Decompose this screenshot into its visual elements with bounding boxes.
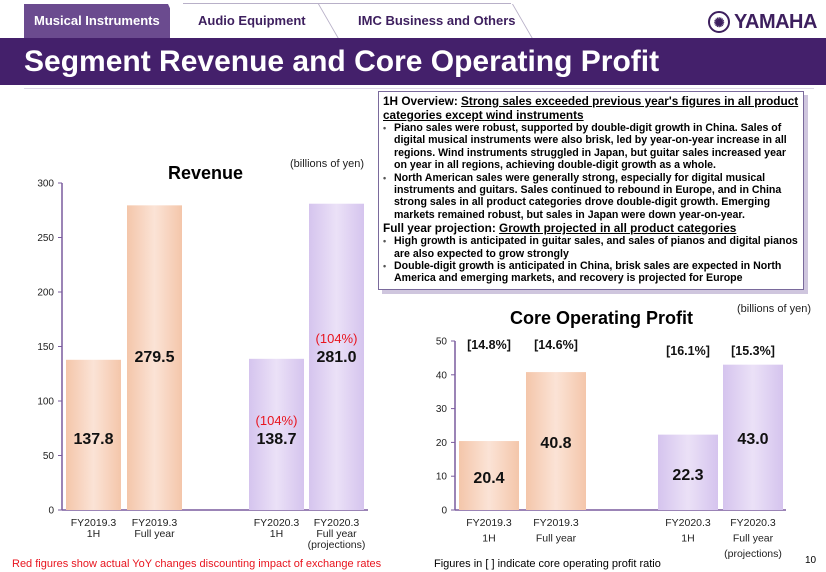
category-label: FY2019.3 <box>71 517 117 529</box>
category-label: FY2020.3 <box>254 517 300 529</box>
bar <box>66 359 121 510</box>
category-label: Full year <box>316 528 357 540</box>
list-item: North American sales were generally stro… <box>383 172 799 222</box>
bar <box>249 358 304 510</box>
category-label: (projections) <box>308 539 366 551</box>
value-label: 281.0 <box>316 349 356 366</box>
revenue-unit-label: (billions of yen) <box>290 158 364 170</box>
list-item: Piano sales were robust, supported by do… <box>383 122 799 172</box>
ratio-label: [15.3%] <box>731 344 775 358</box>
profit-chart-title: Core Operating Profit <box>510 308 694 328</box>
overview-box: 1H Overview: Strong sales exceeded previ… <box>378 91 804 290</box>
category-label: 1H <box>270 528 283 540</box>
list-item: High growth is anticipated in guitar sal… <box>383 235 799 260</box>
y-tick-label: 0 <box>48 506 54 517</box>
overview-1h-bullets: Piano sales were robust, supported by do… <box>383 122 799 221</box>
tab-imc-business[interactable]: IMC Business and Others <box>358 13 516 28</box>
title-bar: Segment Revenue and Core Operating Profi… <box>0 38 826 85</box>
y-tick-label: 200 <box>37 288 54 299</box>
profit-unit-label: (billions of yen) <box>737 303 811 315</box>
y-tick-label: 300 <box>37 179 54 190</box>
y-tick-label: 100 <box>37 397 54 408</box>
value-label: 22.3 <box>672 467 703 484</box>
overview-fy-heading: Full year projection: Growth projected i… <box>383 221 737 236</box>
category-label: FY2020.3 <box>665 517 711 529</box>
y-tick-label: 30 <box>436 404 448 415</box>
value-label: 279.5 <box>134 349 174 366</box>
tab-musical-instruments[interactable]: Musical Instruments <box>24 4 184 38</box>
bar <box>658 434 718 510</box>
bar <box>723 364 783 510</box>
category-label: FY2019.3 <box>533 517 579 529</box>
revenue-footnote: Red figures show actual YoY changes disc… <box>12 558 382 570</box>
category-label: 1H <box>87 528 100 540</box>
value-label: 40.8 <box>540 435 571 452</box>
yamaha-logo: ✺ YAMAHA <box>708 10 817 34</box>
y-tick-label: 20 <box>436 438 448 449</box>
y-tick-label: 150 <box>37 342 54 353</box>
y-tick-label: 0 <box>441 506 447 517</box>
page-title: Segment Revenue and Core Operating Profi… <box>24 45 660 78</box>
category-label: Full year <box>134 528 175 540</box>
tab-border <box>183 3 511 4</box>
category-label: Full year <box>733 533 774 545</box>
category-label: FY2019.3 <box>466 517 512 529</box>
list-item: Double-digit growth is anticipated in Ch… <box>383 260 799 285</box>
value-label: 137.8 <box>73 431 113 448</box>
category-label: 1H <box>482 533 495 545</box>
value-label: 20.4 <box>473 470 504 487</box>
category-label: (projections) <box>724 548 782 560</box>
bar <box>526 372 586 510</box>
category-label: 1H <box>681 533 694 545</box>
profit-footnote: Figures in [ ] indicate core operating p… <box>434 558 661 570</box>
bar <box>127 205 182 510</box>
title-divider <box>24 88 814 89</box>
y-tick-label: 50 <box>43 451 55 462</box>
ratio-label: [14.6%] <box>534 338 578 352</box>
segment-tabs: Musical Instruments Audio Equipment IMC … <box>0 0 826 38</box>
ratio-label: [16.1%] <box>666 344 710 358</box>
overview-fy-bullets: High growth is anticipated in guitar sal… <box>383 235 799 285</box>
overview-1h-heading: 1H Overview: Strong sales exceeded previ… <box>383 94 799 122</box>
y-tick-label: 40 <box>436 370 448 381</box>
category-label: FY2020.3 <box>730 517 776 529</box>
value-label: 138.7 <box>256 431 296 448</box>
value-label: 43.0 <box>737 431 768 448</box>
category-label: Full year <box>536 533 577 545</box>
y-tick-label: 250 <box>37 233 54 244</box>
yoy-label: (104%) <box>256 413 298 428</box>
bar <box>459 441 519 510</box>
tuning-fork-emblem-icon: ✺ <box>708 11 730 33</box>
page-number: 10 <box>805 555 817 566</box>
tab-audio-equipment[interactable]: Audio Equipment <box>170 4 330 38</box>
bar <box>309 203 364 510</box>
category-label: FY2019.3 <box>132 517 178 529</box>
profit-chart: 0 10 20 30 40 50 20.4 [14.8%] FY2019.3 1H 40.8 [14.… <box>436 337 786 560</box>
y-tick-label: 50 <box>436 337 448 348</box>
ratio-label: [14.8%] <box>467 338 511 352</box>
logo-text: YAMAHA <box>734 10 817 33</box>
revenue-chart: 050100150200250300137.8FY2019.31H279.5FY… <box>37 179 368 551</box>
y-tick-label: 10 <box>436 472 448 483</box>
revenue-chart-title: Revenue <box>168 163 244 183</box>
category-label: FY2020.3 <box>314 517 360 529</box>
yoy-label: (104%) <box>316 331 358 346</box>
